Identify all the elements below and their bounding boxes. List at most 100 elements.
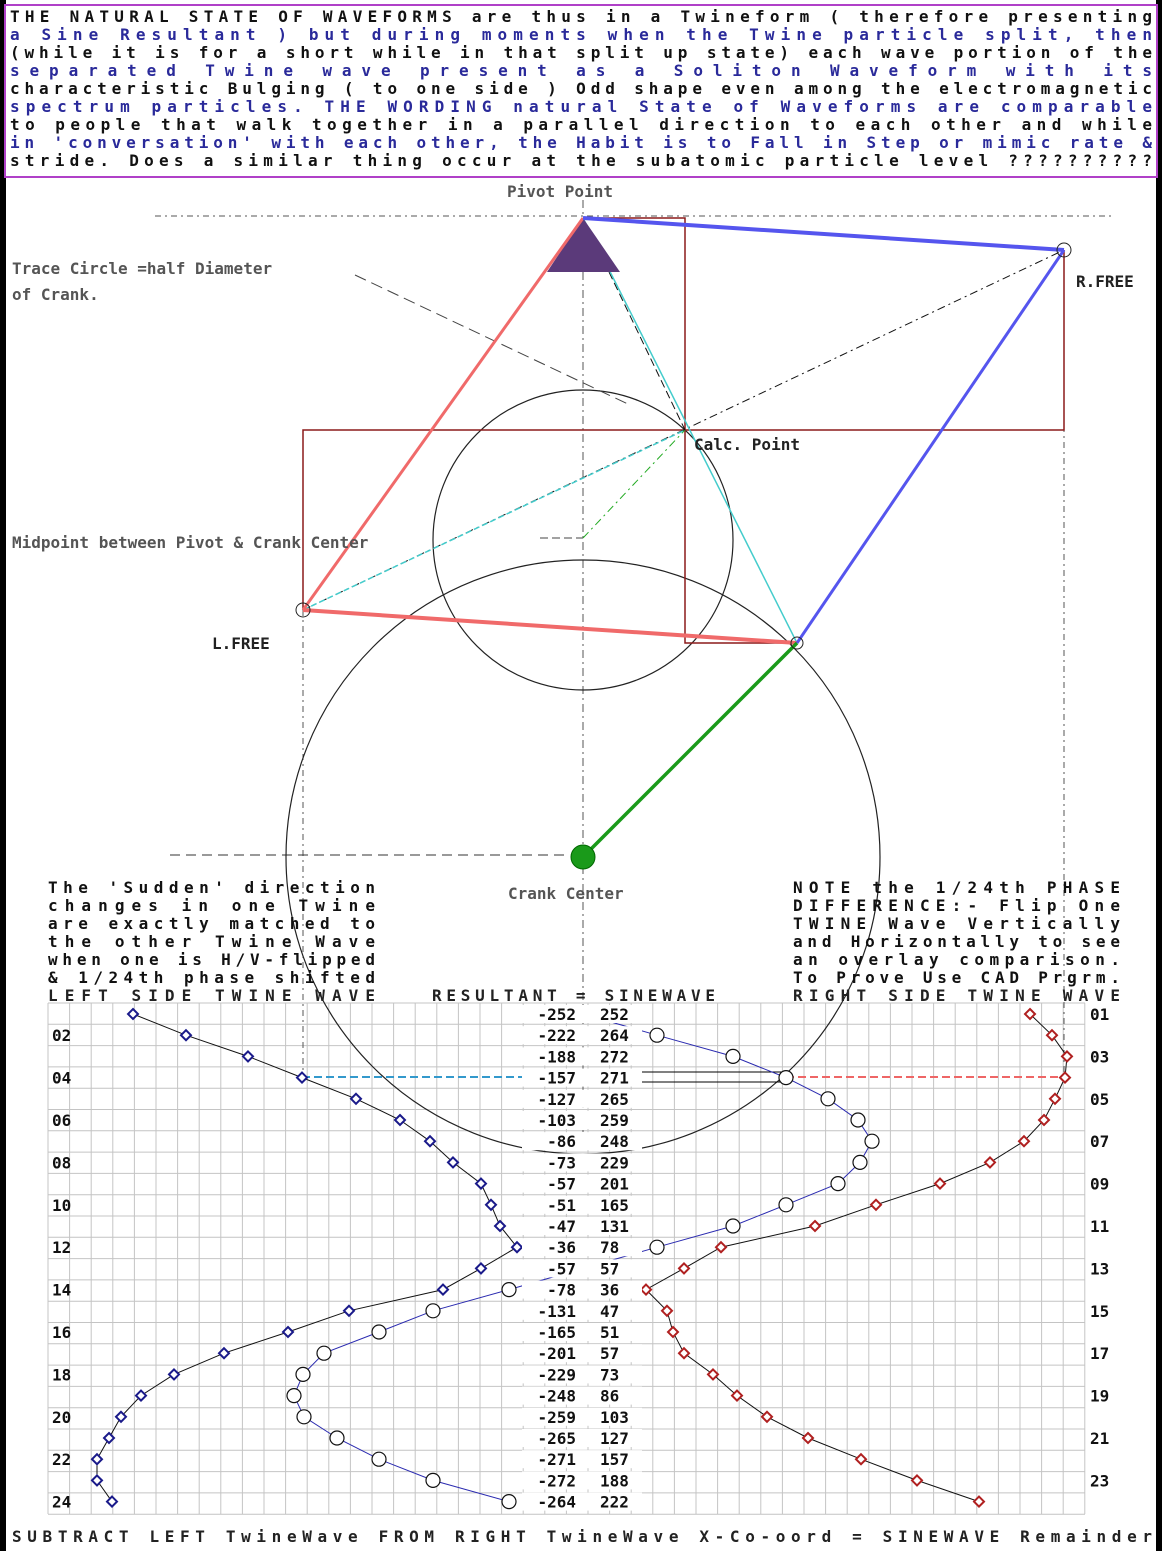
- marker: [393, 1113, 407, 1127]
- note-line: TWINE Wave Vertically: [793, 914, 1120, 933]
- marker: [102, 1431, 116, 1445]
- paragraph-line: spectrum particles. THE WORDING natural …: [10, 97, 1152, 116]
- marker: [649, 1027, 665, 1043]
- left-value: -264: [537, 1493, 576, 1512]
- row-label: 21: [1090, 1429, 1109, 1448]
- left-value: -157: [537, 1069, 576, 1088]
- marker: [510, 1240, 524, 1254]
- marker: [501, 1493, 517, 1510]
- cell-bg: [522, 1280, 642, 1299]
- row-label: 07: [1090, 1132, 1109, 1151]
- right-value: 188: [600, 1471, 629, 1490]
- cell-bg: [522, 1153, 642, 1172]
- marker: [295, 1071, 309, 1085]
- row-label: 16: [52, 1323, 71, 1342]
- marker: [660, 1304, 674, 1318]
- row-label: 13: [1090, 1259, 1109, 1278]
- right-value: 157: [600, 1450, 629, 1469]
- cell-bg: [522, 1301, 642, 1320]
- left-arm: [301, 217, 585, 611]
- marker: [677, 1261, 691, 1275]
- right-value: 86: [600, 1387, 619, 1406]
- curves: [90, 1006, 1074, 1510]
- marker: [778, 1069, 794, 1086]
- marker: [778, 1197, 794, 1213]
- left-value: -86: [547, 1132, 576, 1151]
- marker: [830, 1175, 846, 1192]
- left-value: -131: [537, 1302, 576, 1321]
- marker: [126, 1007, 140, 1021]
- mid-line: [582, 429, 686, 539]
- note-line: To Prove Use CAD Prgrm.: [793, 968, 1120, 987]
- left-value: -165: [537, 1323, 576, 1342]
- label: Crank Center: [508, 884, 624, 903]
- marker: [933, 1177, 947, 1191]
- marker: [666, 1325, 680, 1339]
- right-arm: [582, 216, 1065, 252]
- left-value: -73: [547, 1153, 576, 1172]
- marker: [371, 1324, 387, 1340]
- label: Pivot Point: [507, 182, 613, 201]
- label: R.FREE: [1076, 272, 1134, 291]
- right-value: 259: [600, 1111, 629, 1130]
- joint: [295, 602, 311, 618]
- row-label: 08: [52, 1153, 71, 1172]
- cell-bg: [522, 1450, 642, 1469]
- leader: [354, 274, 631, 406]
- joint: [790, 636, 804, 650]
- marker: [801, 1431, 815, 1445]
- row-label: 06: [52, 1111, 71, 1130]
- right-value: 265: [600, 1090, 629, 1109]
- marker: [1045, 1028, 1059, 1042]
- row-label: 04: [52, 1069, 71, 1088]
- marker: [730, 1389, 744, 1403]
- joint: [1056, 242, 1072, 258]
- right-value: 78: [600, 1238, 619, 1257]
- cyan-line: [582, 217, 798, 644]
- right-value: 271: [600, 1069, 629, 1088]
- left-value: -248: [537, 1387, 576, 1406]
- text-box: [4, 4, 1158, 178]
- marker: [167, 1367, 181, 1381]
- diagonal: [302, 249, 1065, 611]
- cyan-line: [302, 429, 686, 611]
- marker: [852, 1154, 868, 1171]
- right-value: 201: [600, 1175, 629, 1194]
- right-value: 57: [600, 1344, 619, 1363]
- cell-bg: [522, 1429, 642, 1447]
- marker: [295, 1366, 311, 1383]
- left-value: -188: [537, 1047, 576, 1066]
- marker: [134, 1389, 148, 1403]
- label: Calc. Point: [694, 435, 800, 454]
- right-value: 229: [600, 1153, 629, 1172]
- left-value: -252: [537, 1005, 576, 1024]
- label: Trace Circle =half Diameter: [12, 259, 272, 278]
- cell-bg: [522, 1492, 642, 1511]
- label: of Crank.: [12, 285, 99, 304]
- cell-bg: [522, 1365, 642, 1384]
- marker: [474, 1177, 488, 1191]
- marker: [725, 1048, 741, 1065]
- left-value: -36: [547, 1238, 576, 1257]
- right-value: 51: [600, 1323, 619, 1342]
- paragraph-line: stride. Does a similar thing occur at th…: [10, 151, 1152, 170]
- row-label: 15: [1090, 1302, 1109, 1321]
- cell-bg: [522, 1005, 642, 1023]
- marker: [474, 1261, 488, 1275]
- marker: [316, 1345, 332, 1361]
- marker: [501, 1281, 517, 1298]
- marker: [484, 1198, 498, 1212]
- left-value: -57: [547, 1259, 576, 1278]
- marker: [677, 1346, 691, 1360]
- left-value: -222: [537, 1026, 576, 1045]
- left-value: -57: [547, 1175, 576, 1194]
- cell-bg: [522, 1344, 642, 1363]
- marker: [493, 1219, 507, 1233]
- marker: [446, 1155, 460, 1169]
- marker: [808, 1219, 822, 1233]
- row-label: 11: [1090, 1217, 1109, 1236]
- cell-bg: [522, 1471, 642, 1490]
- row-label: 02: [52, 1026, 71, 1045]
- left-value: -47: [547, 1217, 576, 1236]
